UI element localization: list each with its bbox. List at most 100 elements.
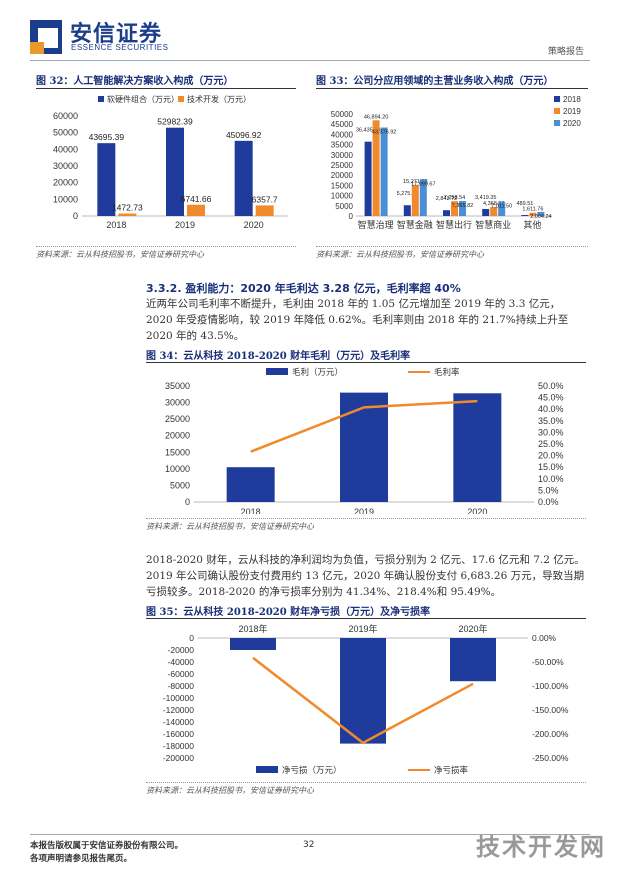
x-tick-label: 2019: [354, 507, 374, 514]
y-tick-label: 0: [189, 633, 194, 643]
data-label: 3,419.35: [475, 195, 496, 201]
fig32-source: 资料来源：云从科技招股书，安信证券研究中心: [36, 250, 204, 259]
data-label: 52982.39: [157, 117, 193, 127]
section-paragraph-2: 2018-2020 财年，云从科技的净利润均为负值，亏损分别为 2 亿元、17.…: [146, 554, 585, 598]
x-tick-label: 2018: [106, 220, 126, 230]
fig34-source-rule: [146, 518, 586, 519]
data-label: 489.51: [516, 201, 533, 207]
data-label: 1,611.76: [522, 207, 543, 213]
legend-label: 毛利（万元）: [292, 367, 343, 377]
y2-tick-label: -200.00%: [532, 729, 569, 739]
fig35-source-rule: [146, 782, 586, 783]
data-label: 7,011.50: [491, 204, 512, 210]
y2-tick-label: -250.00%: [532, 753, 569, 763]
fig32-title: 图 32：人工智能解决方案收入构成（万元）: [36, 76, 234, 87]
bar: [498, 201, 506, 216]
data-label: 6357.7: [252, 194, 278, 204]
fig34-title-rule: [146, 362, 586, 363]
y-tick-label: 0: [349, 212, 354, 221]
y2-tick-label: 30.0%: [538, 427, 564, 437]
bar: [234, 140, 253, 216]
data-label: 1472.73: [112, 203, 143, 213]
y2-tick-label: 15.0%: [538, 462, 564, 472]
footer-divider: [30, 834, 590, 835]
y-tick-label: 30000: [53, 161, 78, 171]
y2-tick-label: 20.0%: [538, 451, 564, 461]
legend-swatch: [554, 120, 560, 126]
fig35-source: 资料来源：云从科技招股书，安信证券研究中心: [146, 786, 314, 795]
y2-tick-label: 25.0%: [538, 439, 564, 449]
y-tick-label: 10000: [331, 192, 354, 201]
y-tick-label: -160000: [163, 729, 194, 739]
y-tick-label: 60000: [53, 111, 78, 121]
legend-swatch: [178, 96, 184, 102]
x-tick-label: 智慧金融: [397, 219, 433, 230]
section-heading: 3.3.2. 盈利能力：2020 年毛利达 3.28 亿元，毛利率超 40%: [146, 282, 461, 295]
bar: [255, 205, 274, 216]
y2-tick-label: -100.00%: [532, 681, 569, 691]
bar: [372, 120, 380, 216]
y2-tick-label: 35.0%: [538, 416, 564, 426]
y-tick-label: 5000: [335, 202, 353, 211]
y-tick-label: 25000: [331, 161, 354, 170]
x-tick-label: 2020: [244, 220, 264, 230]
fig32-source-rule: [36, 246, 296, 247]
legend-label: 2019: [563, 107, 581, 116]
data-label: 43,376.92: [372, 130, 396, 136]
page-number: 32: [303, 840, 315, 850]
y-tick-label: 20000: [53, 178, 78, 188]
y-tick-label: -20000: [168, 645, 195, 655]
y-tick-label: 35000: [331, 141, 354, 150]
brand-name-en: ESSENCE SECURITIES: [71, 43, 169, 52]
y-tick-label: 15000: [331, 181, 354, 190]
y-tick-label: 50000: [53, 128, 78, 138]
y-tick-label: -200000: [163, 753, 194, 763]
y-tick-label: -40000: [168, 657, 195, 667]
y-tick-label: 5000: [170, 480, 190, 490]
legend-swatch: [554, 96, 560, 102]
fig34-source: 资料来源：云从科技招股书，安信证券研究中心: [146, 522, 314, 531]
data-label: 4,368.62: [483, 201, 504, 207]
y-tick-label: 50000: [331, 110, 354, 119]
y-tick-label: -100000: [163, 693, 194, 703]
legend-swatch: [554, 108, 560, 114]
y-tick-label: 40000: [331, 130, 354, 139]
y2-tick-label: 10.0%: [538, 474, 564, 484]
y2-tick-label: 50.0%: [538, 381, 564, 391]
data-label: 15,271.73: [403, 179, 427, 185]
y-tick-label: 0: [73, 211, 78, 221]
data-label: 7,365.82: [452, 203, 473, 209]
bar: [451, 201, 458, 216]
legend-label: 2020: [563, 119, 581, 128]
bar: [118, 213, 137, 216]
y2-tick-label: 40.0%: [538, 404, 564, 414]
y-tick-label: 0: [185, 497, 190, 507]
fig33-source-rule: [316, 246, 588, 247]
x-tick-label: 智慧治理: [358, 219, 394, 230]
header-divider: [30, 60, 590, 61]
x-tick-label: 2019年: [348, 623, 377, 634]
bar: [340, 392, 388, 502]
legend-label: 2018: [563, 95, 581, 104]
data-label: 43695.39: [89, 132, 125, 142]
fig33-source: 资料来源：云从科技招股书，安信证券研究中心: [316, 250, 484, 259]
legend-swatch: [256, 766, 278, 773]
fig34-chart: 0 5000 10000 15000 20000 25000 30000 35000 0.0% 5…: [165, 367, 564, 514]
legend-label: 软硬件组合（万元）: [107, 94, 179, 104]
y-tick-label: 10000: [53, 194, 78, 204]
line-series: [252, 656, 474, 745]
bar: [453, 393, 502, 502]
x-tick-label: 智慧出行: [436, 219, 472, 230]
bar: [450, 638, 496, 682]
bar: [230, 638, 276, 650]
section-paragraph-1: 近两年公司毛利率不断提升，毛利由 2018 年的 1.05 亿元增加至 2019…: [146, 298, 569, 342]
y2-tick-label: 0.00%: [532, 633, 557, 643]
company-logo: [30, 20, 62, 54]
y-tick-label: 10000: [165, 464, 190, 474]
bar: [97, 143, 116, 216]
bar: [403, 205, 411, 216]
fig32-chart: 0 10000 20000 30000 40000 50000 60000 软硬件组合（万元）…: [53, 94, 288, 230]
line-series: [250, 399, 478, 453]
data-label: 46,894.20: [364, 114, 388, 120]
y-tick-label: 20000: [165, 431, 190, 441]
